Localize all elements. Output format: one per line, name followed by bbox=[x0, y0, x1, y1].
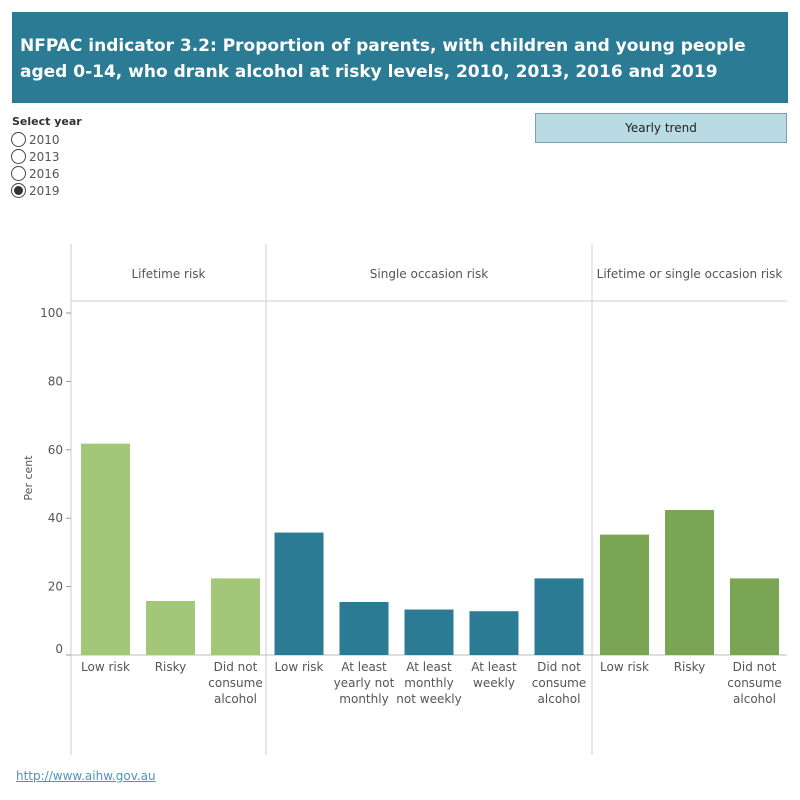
bar bbox=[665, 509, 714, 655]
category-label-line: Did not bbox=[537, 660, 581, 674]
category-label: Risky bbox=[155, 660, 187, 674]
category-label: Low risk bbox=[81, 660, 130, 674]
category-label-line: alcohol bbox=[214, 692, 257, 706]
yearly-trend-button-label: Yearly trend bbox=[625, 121, 697, 135]
header-banner: NFPAC indicator 3.2: Proportion of paren… bbox=[12, 12, 788, 103]
radio-button-icon[interactable] bbox=[11, 183, 26, 198]
year-option-2019[interactable]: 2019 bbox=[11, 182, 60, 199]
page-title: NFPAC indicator 3.2: Proportion of paren… bbox=[20, 36, 746, 82]
panel-header: Lifetime or single occasion risk bbox=[597, 267, 783, 281]
radio-selected-dot-icon bbox=[14, 186, 23, 195]
category-label-line: consume bbox=[727, 676, 781, 690]
category-label-line: monthly bbox=[404, 676, 453, 690]
yearly-trend-button[interactable]: Yearly trend bbox=[535, 113, 787, 143]
category-label-line: Risky bbox=[674, 660, 706, 674]
radio-button-icon[interactable] bbox=[11, 149, 26, 164]
category-label-line: not weekly bbox=[396, 692, 461, 706]
year-option-2016[interactable]: 2016 bbox=[11, 165, 60, 182]
category-label-line: Low risk bbox=[275, 660, 324, 674]
year-option-label: 2010 bbox=[29, 132, 60, 147]
radio-button-icon[interactable] bbox=[11, 166, 26, 181]
category-label-line: Risky bbox=[155, 660, 187, 674]
bar bbox=[274, 532, 324, 655]
bar bbox=[339, 601, 389, 655]
category-label: Risky bbox=[674, 660, 706, 674]
category-label-line: Low risk bbox=[600, 660, 649, 674]
bar bbox=[600, 534, 649, 655]
category-label: Did not consume alcohol bbox=[208, 660, 262, 706]
bar bbox=[146, 600, 195, 655]
category-label-line: Low risk bbox=[81, 660, 130, 674]
year-option-label: 2019 bbox=[29, 183, 60, 198]
y-axis-title: Per cent bbox=[22, 455, 35, 501]
category-label-line: Did not bbox=[733, 660, 777, 674]
year-filter-label: Select year bbox=[12, 115, 82, 128]
year-radio-group: 2010 2013 2016 2019 bbox=[11, 131, 60, 199]
panel-header: Lifetime risk bbox=[131, 267, 205, 281]
category-label-line: alcohol bbox=[733, 692, 776, 706]
year-option-label: 2013 bbox=[29, 149, 60, 164]
category-label-line: alcohol bbox=[538, 692, 581, 706]
category-label-line: At least bbox=[406, 660, 452, 674]
radio-button-icon[interactable] bbox=[11, 132, 26, 147]
bar bbox=[534, 578, 584, 655]
year-option-2013[interactable]: 2013 bbox=[11, 148, 60, 165]
bar bbox=[81, 443, 130, 655]
category-label: Did not consume alcohol bbox=[532, 660, 586, 706]
y-tick-label: 100 bbox=[40, 306, 63, 320]
category-label-line: Did not bbox=[214, 660, 258, 674]
y-tick-label: 80 bbox=[48, 374, 63, 388]
category-label: At least weekly bbox=[471, 660, 517, 690]
aihw-website-link[interactable]: http://www.aihw.gov.au bbox=[16, 769, 156, 783]
y-tick-label: 40 bbox=[48, 511, 63, 525]
category-label: At least monthly not weekly bbox=[396, 660, 461, 706]
bar bbox=[469, 611, 519, 655]
bar bbox=[730, 578, 779, 655]
category-label-line: weekly bbox=[473, 676, 515, 690]
category-label-line: consume bbox=[208, 676, 262, 690]
year-option-label: 2016 bbox=[29, 166, 60, 181]
bar bbox=[404, 609, 454, 655]
category-label: At least yearly not monthly bbox=[334, 660, 395, 706]
category-label-line: yearly not bbox=[334, 676, 395, 690]
panel-header: Single occasion risk bbox=[370, 267, 488, 281]
year-option-2010[interactable]: 2010 bbox=[11, 131, 60, 148]
category-label-line: consume bbox=[532, 676, 586, 690]
category-label-line: At least bbox=[341, 660, 387, 674]
category-label: Low risk bbox=[600, 660, 649, 674]
y-tick-label: 60 bbox=[48, 443, 63, 457]
category-label-line: At least bbox=[471, 660, 517, 674]
y-tick-label: 20 bbox=[48, 580, 63, 594]
category-label: Low risk bbox=[275, 660, 324, 674]
category-label-line: monthly bbox=[339, 692, 388, 706]
y-tick-label: 0 bbox=[55, 642, 63, 656]
category-label: Did not consume alcohol bbox=[727, 660, 781, 706]
bar bbox=[211, 578, 260, 655]
